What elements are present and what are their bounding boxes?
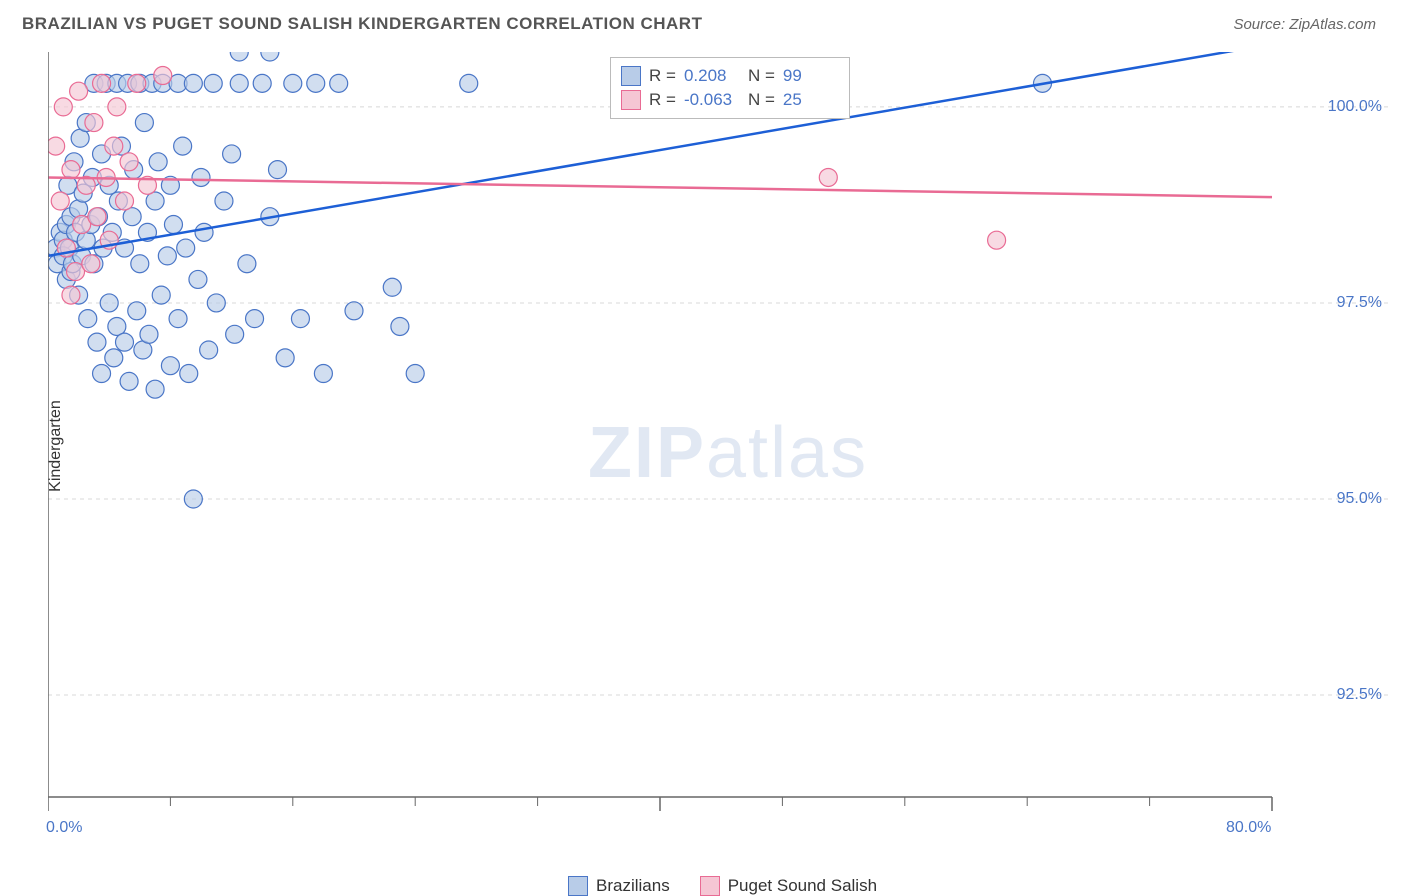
x-tick-label: 80.0% (1226, 819, 1271, 837)
correlation-stats-box: R = 0.208 N = 99 R = -0.063 N = 25 (610, 57, 850, 119)
x-tick-label: 0.0% (46, 819, 82, 837)
stat-n-value: 25 (783, 90, 839, 110)
stat-r-value: 0.208 (684, 66, 740, 86)
stat-n-label: N = (748, 66, 775, 86)
stat-r-label: R = (649, 66, 676, 86)
y-tick-label: 97.5% (1337, 294, 1382, 312)
stat-r-label: R = (649, 90, 676, 110)
legend-swatch (700, 876, 720, 896)
legend-swatch (568, 876, 588, 896)
y-tick-label: 95.0% (1337, 490, 1382, 508)
legend-label: Brazilians (596, 876, 670, 896)
stat-r-value: -0.063 (684, 90, 740, 110)
legend-label: Puget Sound Salish (728, 876, 877, 896)
stat-n-value: 99 (783, 66, 839, 86)
y-tick-label: 92.5% (1337, 686, 1382, 704)
legend-item: Puget Sound Salish (700, 876, 877, 896)
scatter-plot: 92.5%95.0%97.5%100.0% 0.0%80.0% ZIPatlas… (48, 52, 1388, 822)
chart-title: BRAZILIAN VS PUGET SOUND SALISH KINDERGA… (22, 14, 702, 34)
series-legend: Brazilians Puget Sound Salish (568, 876, 877, 896)
stats-row: R = -0.063 N = 25 (621, 88, 839, 112)
series-swatch (621, 66, 641, 86)
series-swatch (621, 90, 641, 110)
y-tick-label: 100.0% (1328, 98, 1382, 116)
plot-svg (48, 52, 1388, 822)
stats-row: R = 0.208 N = 99 (621, 64, 839, 88)
stat-n-label: N = (748, 90, 775, 110)
source-attribution: Source: ZipAtlas.com (1233, 16, 1376, 33)
legend-item: Brazilians (568, 876, 670, 896)
